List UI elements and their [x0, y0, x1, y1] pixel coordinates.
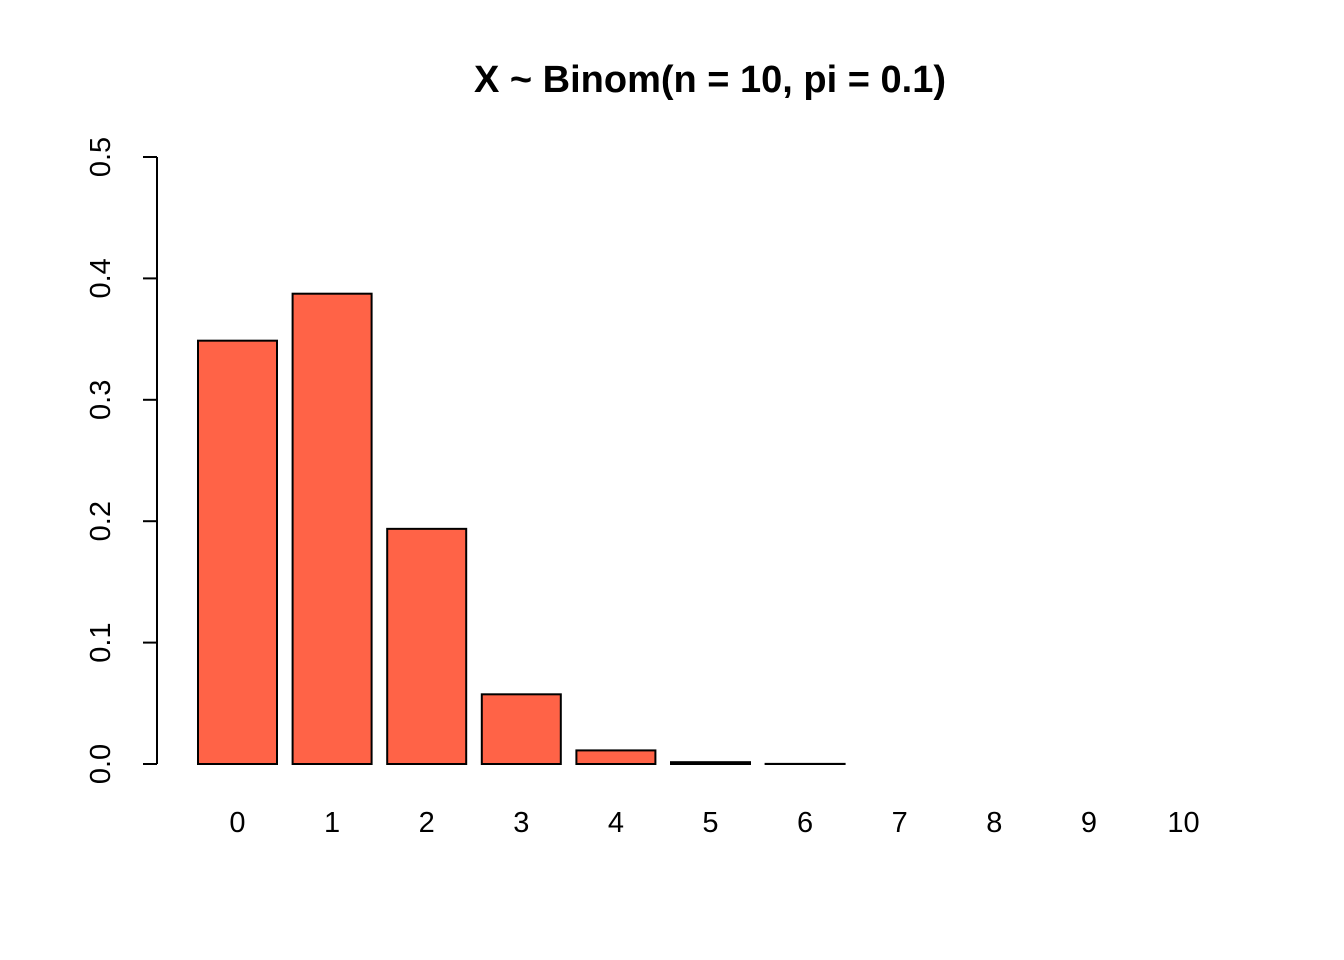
bars-group: [197, 292, 846, 766]
y-tick-label: 0.5: [85, 137, 117, 177]
x-tick-label: 9: [1081, 807, 1097, 839]
x-tick-label: 0: [229, 807, 245, 839]
y-tick-label: 0.1: [85, 622, 117, 662]
x-tick-label: 6: [797, 807, 813, 839]
x-tick-label: 7: [892, 807, 908, 839]
x-tick-label: 3: [513, 807, 529, 839]
bar-0: [197, 339, 278, 765]
x-tick-label: 4: [608, 807, 624, 839]
x-tick-label: 8: [986, 807, 1002, 839]
bar-2: [386, 527, 468, 765]
bar-5: [670, 761, 751, 766]
y-tick-label: 0.3: [85, 380, 117, 420]
bar-1: [291, 292, 373, 765]
y-tick-label: 0.4: [85, 258, 117, 298]
x-tick-label: 10: [1167, 807, 1199, 839]
x-tick-label: 1: [324, 807, 340, 839]
bar-3: [480, 693, 562, 766]
x-tick-label: 5: [702, 807, 718, 839]
y-axis: 0.0 0.1 0.2 0.3 0.4 0.5: [85, 137, 158, 784]
y-tick-label: 0.2: [85, 501, 117, 541]
bar-4: [575, 749, 657, 765]
x-tick-labels: 0 1 2 3 4 5 6 7 8 9 10: [229, 807, 1199, 839]
chart-title: X ~ Binom(n = 10, pi = 0.1): [474, 59, 946, 101]
y-tick-label: 0.0: [85, 744, 117, 784]
x-tick-label: 2: [419, 807, 435, 839]
